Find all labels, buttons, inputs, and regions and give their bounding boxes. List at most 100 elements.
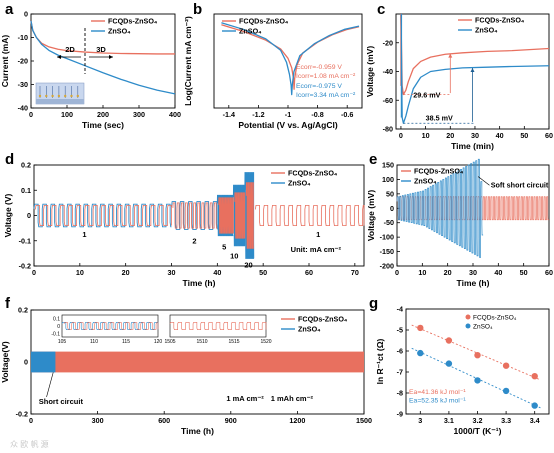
x-tick-label: 50 <box>520 268 528 277</box>
inset-frame <box>169 314 267 338</box>
x-axis-label: Time (h) <box>181 426 214 436</box>
x-tick-label: 40 <box>494 268 502 277</box>
voltage-trace-fcqds <box>254 205 365 226</box>
inset-particle <box>76 94 80 98</box>
current-density-label: 2 <box>192 236 196 245</box>
unit-label: Unit: mA cm⁻² <box>291 245 342 254</box>
x-tick-label: 3.2 <box>473 416 483 425</box>
y-tick-label: -6 <box>397 347 403 356</box>
inset-particle <box>45 94 48 98</box>
annotation-overpotential: 38.5 mV <box>426 113 453 122</box>
inset-particle <box>63 94 67 98</box>
y-axis-label: Voltage (mV) <box>366 190 376 241</box>
y-axis-label: Voltage (mV) <box>365 46 375 97</box>
x-tick-label: 50 <box>520 131 528 140</box>
y-tick-label: -8 <box>397 389 403 398</box>
x-tick-label: 20 <box>446 131 454 140</box>
series-line <box>400 13 550 124</box>
x-tick-label: -1.4 <box>223 110 235 119</box>
voltage-trace-znso4 <box>171 201 218 230</box>
panel-a: 0 100 200 300 400 0 -10 -20 -30 -40 Time (sec) Curr… <box>0 10 181 131</box>
x-tick-label: 0 <box>395 268 399 277</box>
annotation-3d: 3D <box>96 45 106 54</box>
annotation-current: 1 mA cm⁻² <box>226 394 264 403</box>
inset-trace-fcqds <box>169 322 267 330</box>
legend-label: ZnSO₄ <box>473 324 493 331</box>
x-tick-label: -0.6 <box>341 110 353 119</box>
voltage-trace-fcqds <box>218 197 234 234</box>
data-point <box>502 387 510 395</box>
inset-substrate <box>36 99 84 104</box>
data-point <box>531 373 538 380</box>
y-tick-label: -7 <box>397 368 403 377</box>
y-tick-label: -0.2 <box>19 262 31 271</box>
x-tick-label: 300 <box>92 416 104 425</box>
legend-label: ZnSO₄ <box>298 325 321 334</box>
x-tick-label: 30 <box>471 131 479 140</box>
x-tick-label: 10 <box>418 268 426 277</box>
panel-e: 0 10 20 30 40 50 60 150 100 50 0 -50 -100 -150 -200 Tim… <box>366 158 553 288</box>
corrosion-annotation: Icorr=1.08 mA cm⁻² <box>296 73 356 80</box>
current-density-label: 1 <box>316 230 320 239</box>
panel-c: 0 10 20 30 40 50 60 -20 -40 -60 -80 Time (min) Volta… <box>365 13 553 151</box>
inset-x-tick: 105 <box>58 339 67 345</box>
panel-label-c: c <box>377 1 386 18</box>
x-tick-label: 30 <box>168 268 176 277</box>
y-tick-label: -20 <box>383 38 393 47</box>
x-tick-label: 300 <box>133 110 145 119</box>
x-tick-label: 3.4 <box>530 416 540 425</box>
y-axis-label: Voltage(V) <box>0 341 10 383</box>
inset-particle <box>38 94 42 98</box>
y-tick-label: 0.2 <box>18 306 28 315</box>
inset-y-tick: -0.1 <box>51 331 60 337</box>
annotation-overpotential: 29.6 mV <box>413 90 440 99</box>
voltage-trace-znso4 <box>33 203 172 228</box>
inset-x-tick: 115 <box>122 339 130 345</box>
y-tick-label: 0 <box>24 10 28 19</box>
x-tick-label: 50 <box>259 268 267 277</box>
data-point <box>445 360 453 367</box>
x-tick-label: -0.8 <box>311 110 323 119</box>
x-tick-label: 3.3 <box>501 416 511 425</box>
panel-label-b: b <box>193 1 203 18</box>
x-tick-label: -1 <box>285 110 291 119</box>
x-axis-label: Time (h) <box>457 278 490 288</box>
x-tick-label: 40 <box>213 268 221 277</box>
current-density-label: 1 <box>82 230 86 239</box>
x-tick-label: 1500 <box>356 416 372 425</box>
y-tick-label: -80 <box>383 125 393 134</box>
y-axis-label: Current (mA) <box>0 35 10 88</box>
legend-label: ZnSO₄ <box>108 27 131 36</box>
x-tick-label: 10 <box>76 268 84 277</box>
y-tick-label: -200 <box>380 262 394 271</box>
y-tick-label: -30 <box>18 80 28 89</box>
x-tick-label: 1200 <box>289 416 305 425</box>
corrosion-annotation: Ecorr=-0.959 V <box>296 64 342 71</box>
panel-g: 3 3.1 3.2 3.3 3.4 -4 -5 -6 -7 -8 -9 1000/T (K⁻¹) ln … <box>375 305 550 436</box>
activation-energy-label: Ea=41.36 kJ mol⁻¹ <box>409 389 466 396</box>
inset-x-tick: 110 <box>90 339 98 345</box>
data-point <box>474 352 481 359</box>
y-tick-label: -0.1 <box>19 236 31 245</box>
data-point <box>531 402 538 409</box>
legend-label: ZnSO₄ <box>239 27 262 36</box>
y-tick-label: 0 <box>27 211 31 220</box>
inset-y-tick: 0.1 <box>53 317 60 323</box>
arrow-head <box>448 53 453 58</box>
inset-plot: 105 110 115 120 -0.100.1 <box>51 314 162 345</box>
inset-trace-fcqds <box>63 322 159 330</box>
x-axis-label: Potential (V vs. Ag/AgCl) <box>238 120 338 130</box>
data-point <box>474 377 481 384</box>
y-tick-label: -40 <box>18 104 28 113</box>
data-point <box>417 349 424 357</box>
x-tick-label: 100 <box>61 110 73 119</box>
inset-particle <box>70 94 73 98</box>
annotation-soft-short: Soft short circuit <box>491 181 549 190</box>
panel-label-a: a <box>5 1 14 18</box>
arrow-head <box>470 68 475 73</box>
panel-label-d: d <box>5 151 15 168</box>
inset-x-tick: 1505 <box>164 339 175 345</box>
voltage-trace-fcqds <box>234 192 246 239</box>
